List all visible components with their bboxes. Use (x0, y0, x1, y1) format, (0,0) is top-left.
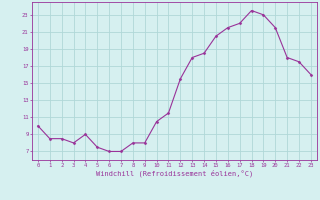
X-axis label: Windchill (Refroidissement éolien,°C): Windchill (Refroidissement éolien,°C) (96, 170, 253, 177)
